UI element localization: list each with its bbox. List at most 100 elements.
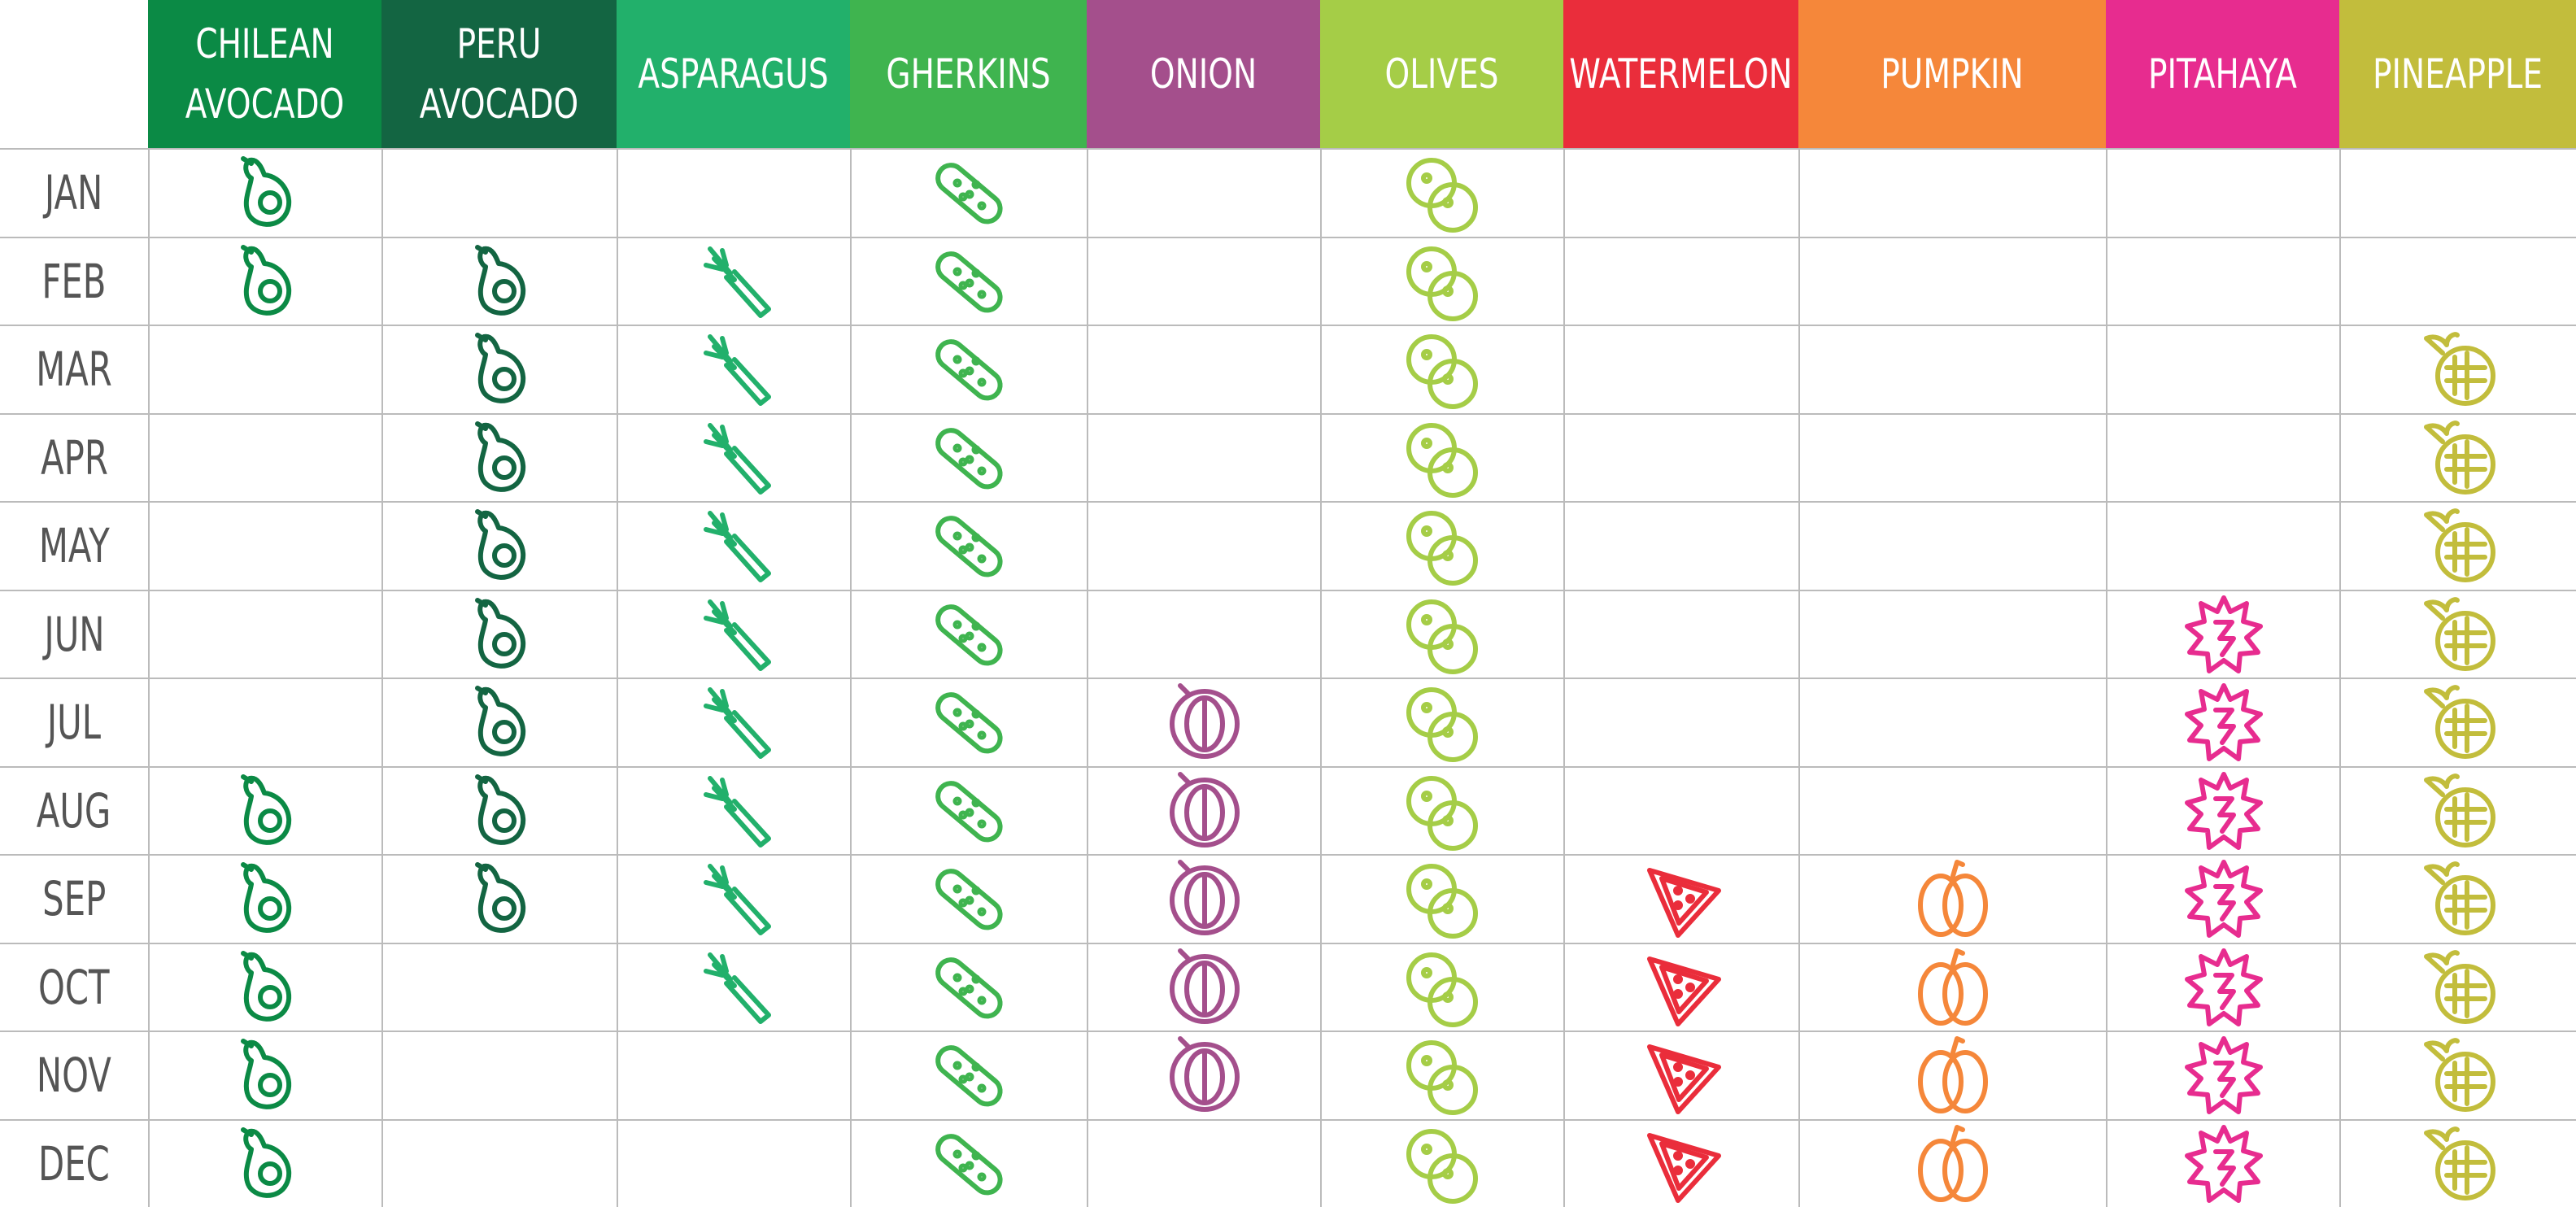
cell <box>617 765 850 854</box>
icon-part <box>1169 689 1240 760</box>
icon-part <box>971 621 980 631</box>
produce-icon <box>1918 1124 1988 1202</box>
icon-part <box>1441 814 1454 826</box>
cell <box>617 1031 850 1119</box>
icon-part <box>958 1163 967 1173</box>
month-text: MAR <box>36 342 112 398</box>
produce-icon <box>1406 511 1478 586</box>
icon-part <box>1427 359 1478 410</box>
icon-group <box>703 246 771 318</box>
icon-part <box>257 984 282 1009</box>
icon-part <box>723 710 771 760</box>
produce-icon <box>240 244 291 316</box>
icon-group <box>1918 948 1988 1026</box>
icon-part <box>257 1161 282 1186</box>
cell <box>1563 942 1798 1031</box>
icon-part <box>2184 683 2263 762</box>
icon-part <box>965 984 974 994</box>
month-text: SEP <box>41 871 107 927</box>
produce-icon <box>1169 683 1240 760</box>
icon-group <box>1646 1044 1721 1115</box>
cell <box>617 148 850 237</box>
icon-part <box>491 720 517 745</box>
cell <box>148 854 381 943</box>
cell <box>2339 1031 2576 1119</box>
icon-part <box>477 246 525 316</box>
month-text: DEC <box>38 1135 110 1192</box>
icon-part <box>1169 777 1240 848</box>
month-label: MAY <box>0 501 148 590</box>
icon-part <box>2434 1052 2495 1113</box>
cell <box>2106 325 2339 413</box>
produce-icon <box>474 597 525 669</box>
cell <box>381 501 617 590</box>
icon-group <box>474 686 525 757</box>
produce-icon <box>2423 1038 2495 1113</box>
icon-part <box>1169 1042 1240 1113</box>
icon-group <box>240 156 291 228</box>
produce-icon <box>2423 685 2495 760</box>
icon-part <box>2443 351 2487 401</box>
icon-part <box>2443 615 2487 665</box>
icon-part <box>1420 349 1432 361</box>
cell <box>2339 325 2576 413</box>
icon-part <box>2423 1038 2460 1062</box>
icon-part <box>971 533 980 542</box>
cell <box>2106 854 2339 943</box>
produce-icon <box>1646 1132 1721 1203</box>
produce-icon <box>1406 687 1478 763</box>
produce-icon <box>703 952 771 1024</box>
icon-part <box>1672 900 1683 911</box>
icon-part <box>2443 1057 2487 1107</box>
icon-group <box>1406 599 1478 674</box>
icon-part <box>474 244 488 255</box>
icon-part <box>1427 712 1478 763</box>
cell <box>1087 1118 1320 1207</box>
icon-part <box>2423 773 2460 797</box>
cell <box>1798 412 2106 501</box>
icon-part <box>2443 704 2487 754</box>
icon-part <box>1420 613 1432 625</box>
icon-part <box>2184 1036 2263 1115</box>
icon-group <box>1169 771 1240 848</box>
icon-part <box>952 973 961 983</box>
produce-icon <box>935 516 1003 577</box>
cell <box>1563 678 1798 766</box>
icon-part <box>2434 875 2495 936</box>
produce-icon <box>240 773 291 845</box>
icon-part <box>1441 991 1454 1003</box>
cell <box>1563 589 1798 678</box>
icon-part <box>958 368 967 378</box>
icon-part <box>965 895 974 905</box>
icon-part <box>1177 683 1207 753</box>
cell <box>2339 501 2576 590</box>
icon-part <box>1672 988 1683 999</box>
cell <box>617 325 850 413</box>
cell <box>148 589 381 678</box>
icon-part <box>2184 595 2263 673</box>
icon-group <box>2184 595 2263 673</box>
cell <box>2106 412 2339 501</box>
produce-icon <box>935 956 1003 1019</box>
column-header-label: GHERKINS <box>886 50 1051 98</box>
icon-part <box>2184 948 2263 1026</box>
icon-part <box>491 278 517 303</box>
cell <box>2339 148 2576 237</box>
icon-part <box>1441 197 1454 209</box>
icon-part <box>1441 550 1454 562</box>
icon-part <box>1672 1165 1683 1175</box>
icon-group <box>474 862 525 934</box>
icon-part <box>242 1040 291 1110</box>
cell <box>1563 501 1798 590</box>
produce-icon <box>2184 1036 2263 1115</box>
cell <box>2339 236 2576 325</box>
icon-group <box>240 244 291 316</box>
icon-part <box>1177 860 1207 930</box>
icon-group <box>1406 687 1478 763</box>
icon-part <box>1646 1132 1721 1203</box>
icon-part <box>240 156 254 167</box>
icon-group <box>1169 683 1240 760</box>
produce-icon <box>2184 860 2263 939</box>
cell <box>1320 854 1563 943</box>
icon-part <box>1420 878 1432 891</box>
